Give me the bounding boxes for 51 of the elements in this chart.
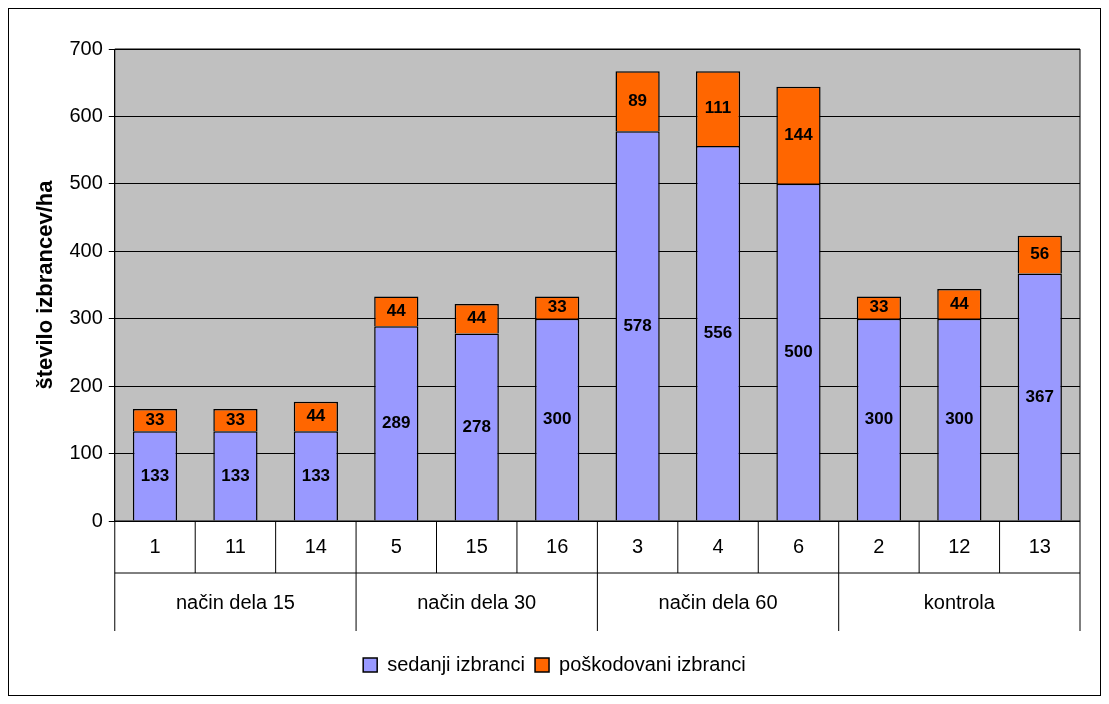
data-label: 133 [140, 465, 170, 485]
data-label: 33 [869, 297, 889, 317]
y-tick-label: 500 [69, 171, 103, 194]
data-label: 578 [623, 315, 652, 335]
x-tick-label: 16 [546, 534, 569, 557]
x-tick-label: 13 [1028, 534, 1051, 557]
data-label: 144 [784, 125, 814, 144]
x-tick-label: 11 [225, 534, 246, 557]
data-label: 133 [301, 465, 331, 485]
x-tick-label: 5 [390, 534, 402, 557]
data-label: 300 [864, 409, 894, 429]
y-tick-label: 100 [69, 441, 103, 464]
y-axis-title: število izbrancev/ha [32, 179, 58, 390]
data-label: 33 [225, 409, 245, 429]
data-label: 56 [1030, 244, 1050, 264]
data-label: 111 [704, 98, 732, 118]
text: kontrola [923, 590, 996, 613]
data-label: 44 [306, 406, 326, 426]
data-label: 300 [542, 409, 572, 429]
y-tick-label: 0 [91, 508, 103, 531]
legend-label: poškodovani izbranci [559, 652, 746, 675]
y-tick-label: 200 [69, 373, 103, 396]
data-label: 300 [945, 409, 974, 429]
data-label: 44 [386, 300, 407, 320]
data-label: 556 [703, 322, 733, 342]
data-label: 278 [462, 416, 491, 436]
text: način dela 15 [175, 590, 295, 613]
y-tick-label: 300 [69, 306, 103, 329]
x-tick-label: 15 [465, 534, 488, 557]
text: način dela 30 [417, 590, 537, 613]
y-tick-label: 700 [69, 36, 103, 59]
y-tick-label: 400 [69, 238, 103, 261]
data-label: 44 [949, 293, 970, 313]
data-label: 33 [547, 297, 567, 317]
data-label: 289 [382, 413, 411, 432]
legend-label: sedanji izbranci [387, 652, 526, 675]
x-tick-label: 6 [792, 534, 805, 557]
data-label: 367 [1025, 386, 1054, 406]
y-tick-label: 600 [69, 103, 103, 126]
data-label: 89 [628, 90, 648, 110]
x-tick-label: 2 [873, 534, 885, 557]
x-tick-label: 1 [149, 534, 161, 557]
x-tick-label: 14 [304, 534, 327, 557]
data-label: 44 [467, 308, 487, 328]
x-tick-label: 3 [632, 534, 644, 557]
data-label: 133 [221, 465, 250, 485]
text: način dela 60 [658, 590, 778, 613]
x-tick-label: 12 [948, 534, 971, 557]
data-label: 500 [784, 341, 813, 361]
data-label: 33 [145, 409, 165, 429]
x-tick-label: 4 [712, 534, 724, 557]
